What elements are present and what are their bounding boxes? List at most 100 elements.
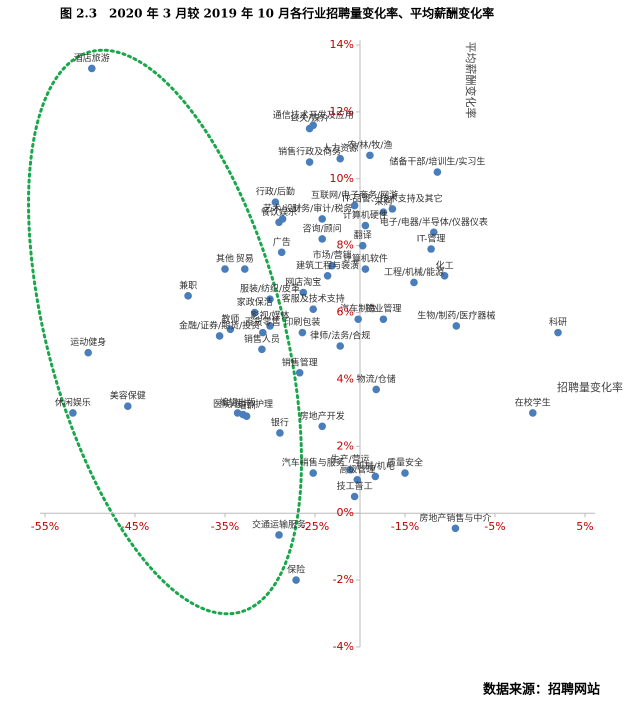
- point: [266, 295, 274, 303]
- point-label: 工程/机械/能源: [384, 266, 444, 278]
- point: [318, 422, 327, 431]
- point-label: 银行: [271, 416, 289, 428]
- point: [336, 154, 345, 163]
- x-tick-label: -15%: [391, 520, 419, 533]
- y-tick-label: 0%: [337, 506, 354, 519]
- point: [427, 245, 435, 253]
- point-label: 销售人员: [244, 333, 280, 345]
- point-label: 汽车销售与服务: [282, 457, 345, 469]
- point-label: 印刷包装: [284, 316, 320, 328]
- point: [184, 292, 192, 300]
- point: [84, 348, 92, 357]
- point: [305, 124, 314, 133]
- point-label: 医院/医疗/护理: [213, 398, 273, 410]
- point: [298, 328, 307, 337]
- point: [258, 345, 266, 354]
- point: [452, 322, 461, 330]
- point-label: 科研: [549, 316, 567, 328]
- point-label: IT-品管、技术支持及其它: [342, 192, 443, 204]
- point: [353, 475, 362, 484]
- point: [379, 315, 388, 324]
- point-label: 客服及技术支持: [282, 293, 345, 305]
- point-label: IT-管理: [417, 233, 446, 245]
- point-label: 编辑出版: [220, 396, 256, 408]
- point: [275, 218, 283, 227]
- point-label: 计算机硬件: [343, 209, 388, 221]
- point: [318, 235, 327, 243]
- source: 数据来源：招聘网站: [483, 682, 600, 698]
- point-label: 市场/营销: [313, 249, 352, 261]
- point-label: 行政/后勤: [256, 186, 295, 198]
- x-axis-label: 招聘量变化率: [557, 380, 623, 394]
- point-label: 兼职: [179, 279, 197, 291]
- point-label: 百货零售: [245, 316, 281, 328]
- point: [529, 409, 537, 417]
- point: [336, 342, 345, 350]
- point-label: 生产/营运: [331, 453, 370, 465]
- point-label: 建筑工程与装潢: [296, 259, 359, 271]
- y-tick-label: -4%: [333, 640, 354, 653]
- point: [350, 201, 359, 210]
- point: [361, 265, 370, 273]
- point-label: 酒店旅游: [74, 52, 110, 64]
- y-tick-label: 8%: [337, 239, 354, 252]
- point-label: 保险: [287, 564, 305, 576]
- point: [388, 205, 397, 213]
- point-label: 房地产开发: [300, 410, 345, 422]
- point-label: 采购: [374, 196, 392, 208]
- y-tick-label: 2%: [337, 439, 354, 452]
- point: [69, 409, 77, 417]
- point: [366, 151, 374, 160]
- highlight-ellipse: [27, 48, 303, 616]
- point-label: 汽车制造: [340, 303, 376, 315]
- point: [318, 215, 327, 223]
- y-tick-label: 6%: [337, 306, 354, 319]
- point: [451, 524, 460, 533]
- point: [299, 288, 308, 297]
- point-label: 运动健身: [70, 336, 106, 348]
- y-tick-label: -2%: [333, 573, 354, 586]
- point: [295, 368, 304, 377]
- point: [309, 305, 318, 314]
- point-label: 餐饮娱乐: [261, 206, 297, 218]
- point: [259, 328, 267, 337]
- point-label: 美容保健: [110, 390, 146, 402]
- point-label: 贸易: [236, 253, 254, 265]
- point-label: 影视/媒体: [250, 309, 289, 321]
- point-label: 计算机软件: [343, 253, 388, 265]
- point-label: 质量安全: [387, 457, 423, 469]
- point: [430, 228, 438, 237]
- x-tick-label: -35%: [211, 520, 239, 533]
- point-label: 销售行政及商务: [278, 146, 341, 158]
- point: [358, 241, 367, 250]
- point-label: 技工普工: [337, 480, 373, 492]
- point-label: 物流/仓储: [357, 373, 396, 385]
- point-label: 互联网/电子商务/网游: [311, 189, 398, 201]
- point-label: 公关/媒介: [290, 112, 329, 124]
- point-label: 翻译: [354, 230, 372, 241]
- point: [371, 472, 380, 481]
- point: [361, 221, 370, 230]
- point: [215, 332, 224, 340]
- point-label: 化工: [436, 259, 454, 271]
- point: [124, 402, 132, 411]
- point-label: 培训: [238, 400, 256, 412]
- point-label: 机械/机电: [356, 460, 395, 472]
- point: [266, 322, 274, 330]
- point: [328, 261, 336, 270]
- point: [440, 271, 449, 280]
- point: [410, 278, 418, 287]
- point-label: 销售管理: [282, 356, 318, 368]
- point-label: 休闲娱乐: [55, 396, 91, 408]
- point: [221, 265, 229, 273]
- point-label: 广告: [273, 236, 291, 248]
- x-tick-label: -45%: [121, 520, 149, 533]
- y-axis-label: 平均薪酬变化率: [464, 42, 478, 119]
- point: [271, 198, 280, 206]
- point: [346, 465, 354, 474]
- point: [277, 248, 286, 257]
- point-label: 生物/制药/医疗器械: [417, 309, 495, 321]
- point: [372, 385, 381, 394]
- point: [88, 64, 96, 73]
